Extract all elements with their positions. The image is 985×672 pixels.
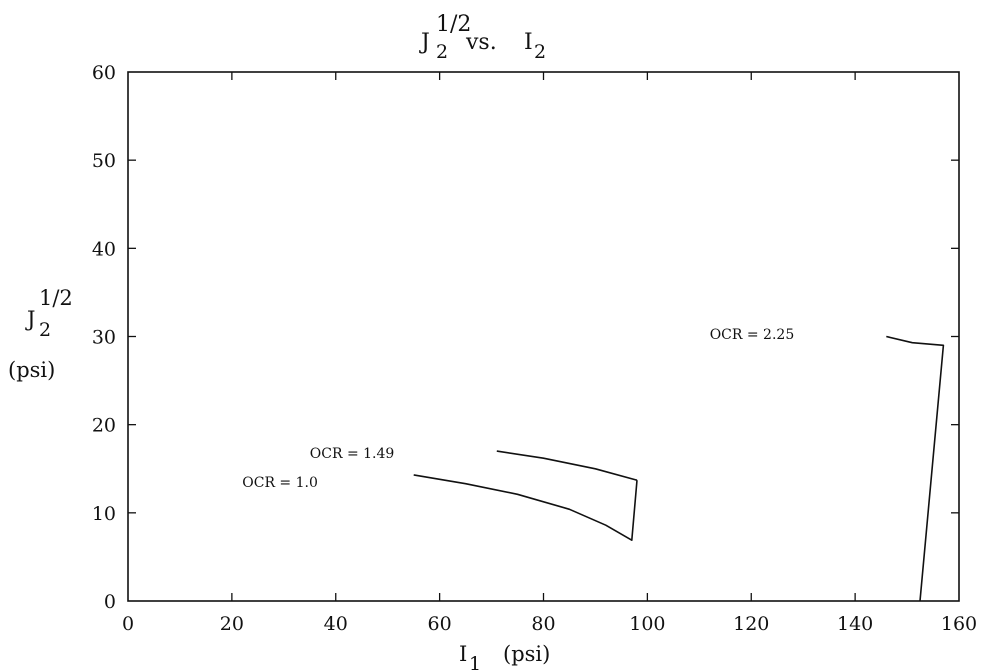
series-line-3 (886, 335, 945, 602)
x-tick-label: 60 (428, 613, 452, 635)
x-tick-label: 40 (324, 613, 348, 635)
data-series (413, 335, 945, 602)
y-tick-label: 50 (92, 150, 116, 172)
title-j-sub: 2 (436, 41, 448, 63)
plot-frame (127, 71, 960, 602)
ylabel-units: (psi) (8, 358, 55, 382)
annotation-label-1: OCR = 2.25 (710, 327, 795, 343)
x-tick-label: 120 (733, 613, 769, 635)
axis-tick-labels: 0 20 40 60 80 100 120 140 160 0 10 20 30 40 50 60 (92, 62, 977, 635)
x-tick-label: 100 (629, 613, 665, 635)
xlabel-i: I (459, 642, 467, 666)
x-tick-label: 80 (531, 613, 555, 635)
y-tick-label: 0 (104, 591, 116, 613)
series-line-2 (496, 450, 638, 481)
x-tick-label: 20 (220, 613, 244, 635)
y-axis-label: 1/2 J 2 (psi) (8, 286, 73, 382)
title-j: J (419, 30, 430, 55)
title-i: I (524, 30, 533, 55)
y-tick-label: 20 (92, 415, 116, 437)
annotation-label-2: OCR = 1.49 (310, 446, 395, 462)
title-vs: vs. (465, 30, 497, 55)
series-annotations: OCR = 2.25 OCR = 1.49 OCR = 1.0 (242, 327, 794, 491)
series-line-1 (413, 474, 638, 541)
ylabel-sup: 1/2 (39, 286, 73, 310)
ylabel-j: J (25, 307, 35, 331)
y-tick-label: 60 (92, 62, 116, 84)
y-tick-label: 30 (92, 327, 116, 349)
y-tick-label: 40 (92, 238, 116, 260)
xlabel-sub: 1 (469, 653, 481, 672)
ylabel-sub: 2 (39, 319, 51, 341)
x-tick-label: 160 (941, 613, 977, 635)
x-tick-label: 140 (837, 613, 873, 635)
title-i-sub: 2 (534, 41, 546, 63)
annotation-label-3: OCR = 1.0 (242, 475, 318, 491)
xlabel-units: (psi) (503, 642, 550, 666)
y-tick-label: 10 (92, 503, 116, 525)
x-axis-label: I 1 (psi) (459, 642, 550, 672)
axis-ticks (128, 72, 959, 601)
title-sup: 1/2 (436, 12, 471, 37)
chart-title: 1/2 J 2 vs. I 2 (419, 12, 546, 63)
x-tick-label: 0 (122, 613, 134, 635)
